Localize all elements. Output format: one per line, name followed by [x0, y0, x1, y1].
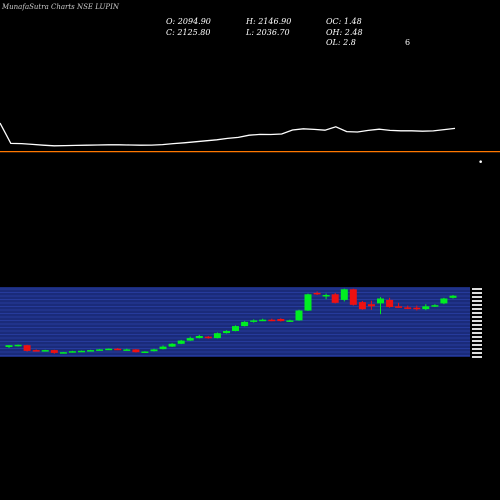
close-price: C: 2125.80 — [166, 28, 211, 37]
candle-body — [413, 307, 421, 310]
candle-body — [277, 319, 285, 322]
axis-tick — [472, 292, 482, 294]
candle-body — [213, 333, 221, 339]
candle-body — [340, 289, 348, 300]
low-price: L: 2036.70 — [246, 28, 290, 37]
axis-tick — [472, 352, 482, 354]
axis-tick — [472, 296, 482, 298]
candle-body — [78, 350, 85, 353]
candle-body — [50, 350, 58, 353]
candle-body — [358, 302, 366, 310]
candle-body — [114, 348, 122, 351]
axis-tick — [472, 300, 482, 302]
candle-band — [0, 287, 470, 357]
line-chart-panel: • — [0, 122, 500, 168]
candle-body — [5, 345, 13, 347]
candle-body — [322, 295, 330, 297]
candle-body — [377, 298, 384, 304]
candle-body — [449, 295, 457, 298]
axis-tick — [472, 348, 482, 350]
candle-body — [96, 349, 104, 351]
candle-body — [395, 306, 403, 308]
axis-tick — [472, 316, 482, 318]
axis-tick — [472, 344, 482, 346]
oc-percent: OC: 1.48 — [326, 17, 362, 26]
candle-body — [132, 349, 140, 353]
candle-body — [14, 344, 22, 347]
axis-tick — [472, 288, 482, 290]
candle-body — [23, 345, 31, 351]
candle-body — [150, 349, 158, 352]
candle-body — [422, 306, 430, 310]
candle-body — [241, 321, 249, 327]
right-axis-strip — [472, 288, 482, 358]
candle-body — [159, 346, 167, 350]
candle-body — [223, 331, 230, 334]
candle-body — [186, 338, 194, 341]
candle-body — [59, 352, 67, 354]
band-background — [0, 287, 470, 357]
axis-tick — [472, 340, 482, 342]
candle-body — [177, 340, 185, 344]
candle-body — [250, 320, 258, 322]
candle-body — [68, 351, 76, 353]
candle-body — [195, 336, 203, 339]
candle-body — [232, 326, 239, 331]
candle-body — [304, 294, 312, 311]
oh-percent: OH: 2.48 — [326, 28, 363, 37]
axis-tick — [472, 312, 482, 314]
axis-tick — [472, 308, 482, 310]
candlestick-panel — [5, 288, 457, 354]
candle-body — [286, 320, 294, 322]
candle-body — [295, 310, 303, 321]
axis-tick — [472, 324, 482, 326]
candle-body — [123, 349, 131, 351]
reference-marker: • — [478, 158, 483, 168]
axis-tick — [472, 328, 482, 330]
candle-body — [204, 336, 212, 339]
open-price: O: 2094.90 — [166, 17, 211, 26]
candle-body — [349, 289, 357, 305]
ol-percent: OL: 2.8 — [326, 38, 356, 47]
candle-body — [268, 319, 276, 322]
chart-brand-title: MunafaSutra Charts NSE LUPIN — [2, 3, 120, 11]
candle-body — [41, 350, 49, 352]
candle-body — [431, 305, 439, 307]
high-price: H: 2146.90 — [246, 17, 292, 26]
candle-body — [141, 351, 149, 353]
axis-tick — [472, 336, 482, 338]
candle-body — [440, 298, 448, 304]
axis-tick — [472, 332, 482, 334]
axis-tick — [472, 304, 482, 306]
candle-body — [32, 350, 40, 352]
candle-body — [259, 319, 267, 322]
candle-body — [331, 294, 339, 303]
candle-body — [386, 299, 394, 307]
corner-mark: 6 — [405, 38, 411, 47]
candle-body — [168, 343, 176, 347]
candle-body — [404, 307, 412, 309]
candle-body — [367, 304, 375, 307]
candle-body — [87, 350, 95, 352]
candle-body — [313, 292, 321, 295]
axis-tick — [472, 320, 482, 322]
price-line — [0, 122, 456, 147]
axis-tick — [472, 356, 482, 358]
candle-body — [105, 348, 113, 351]
